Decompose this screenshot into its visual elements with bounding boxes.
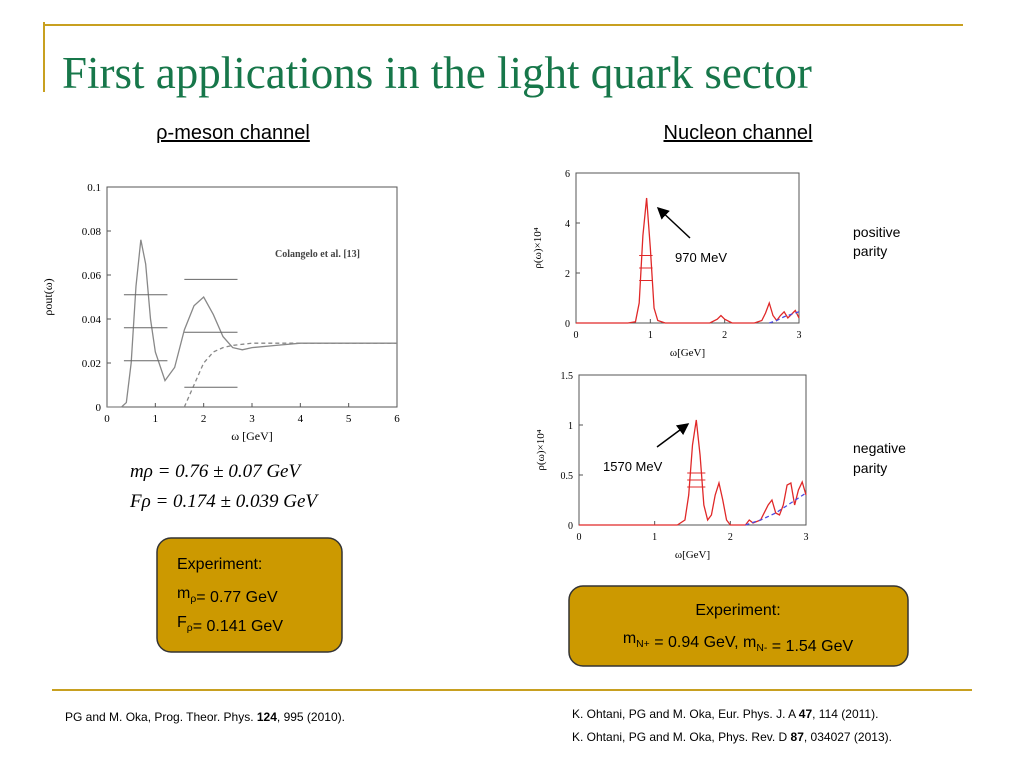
text-part: m (177, 585, 190, 602)
curve (579, 419, 807, 526)
formula: Fρ = 0.174 ± 0.039 GeV (129, 491, 319, 512)
box-heading: Experiment: (177, 556, 262, 573)
experiment-box (568, 585, 909, 667)
x-tick-label: 0 (574, 330, 579, 341)
curve (745, 492, 807, 526)
subscript: N- (756, 643, 767, 654)
x-tick-label: 3 (249, 413, 255, 425)
x-tick-label: 3 (797, 330, 802, 341)
box-heading: Experiment: (695, 602, 780, 619)
rich-text: mρ= 0.77 GeV (177, 585, 278, 606)
arrow (656, 423, 690, 448)
plot-frame (575, 172, 800, 324)
y-tick-label: 0 (96, 402, 102, 414)
x-tick-label: 1 (648, 330, 653, 341)
rich-text: Fρ= 0.141 GeV (177, 614, 283, 635)
x-tick-label: 3 (804, 532, 809, 543)
curve (107, 239, 397, 408)
x-tick-label: 2 (728, 532, 733, 543)
x-tick-label: 2 (201, 413, 207, 425)
experiment-box (156, 537, 343, 653)
y-tick-label: 0.02 (82, 358, 101, 370)
y-tick-label: 0.5 (561, 471, 574, 482)
curve (576, 197, 800, 324)
y-tick-label: 2 (565, 269, 570, 280)
slide-title: First applications in the light quark se… (62, 48, 812, 98)
parity-label: positive (853, 224, 901, 240)
y-tick-label: 0.1 (87, 182, 101, 194)
text-part: F (177, 614, 187, 631)
x-tick-label: 6 (394, 413, 400, 425)
x-axis-label: ω[GeV] (670, 347, 705, 359)
plot-frame (578, 374, 807, 526)
y-axis-label: ρ(ω)×10⁴ (532, 227, 544, 268)
text-part: = 0.141 GeV (193, 618, 284, 635)
text-part: , 995 (2010). (277, 710, 345, 724)
text-part: = 0.94 GeV, m (650, 634, 757, 651)
parity-label: parity (853, 243, 887, 259)
text-part: = 1.54 GeV (767, 638, 853, 655)
x-tick-label: 0 (577, 532, 582, 543)
y-tick-label: 0 (565, 319, 570, 330)
y-tick-label: 0 (568, 521, 573, 532)
x-tick-label: 0 (104, 413, 110, 425)
annotation: 1570 MeV (603, 459, 663, 474)
x-axis-label: ω[GeV] (675, 549, 710, 561)
y-tick-label: 0.04 (82, 314, 102, 326)
heading: ρ-meson channel (156, 122, 310, 144)
arrow (656, 206, 691, 239)
heading: Nucleon channel (664, 122, 813, 144)
rich-text: K. Ohtani, PG and M. Oka, Phys. Rev. D 8… (572, 730, 892, 744)
y-tick-label: 1.5 (561, 371, 574, 382)
rich-text: PG and M. Oka, Prog. Theor. Phys. 124, 9… (65, 710, 345, 724)
y-tick-label: 1 (568, 421, 573, 432)
parity-label: negative (853, 440, 906, 456)
text-part: , 114 (2011). (812, 707, 878, 721)
y-tick-label: 0.08 (82, 226, 102, 238)
rich-text: K. Ohtani, PG and M. Oka, Eur. Phys. J. … (572, 707, 878, 721)
y-tick-label: 4 (565, 219, 570, 230)
x-tick-label: 2 (722, 330, 727, 341)
plot-frame (106, 186, 398, 408)
subscript: ρ (187, 623, 193, 634)
y-axis-label: ρ(ω)×10⁴ (535, 429, 547, 470)
text-part: K. Ohtani, PG and M. Oka, Eur. Phys. J. … (572, 707, 799, 721)
subscript: N+ (636, 639, 650, 650)
x-tick-label: 1 (652, 532, 657, 543)
x-tick-label: 4 (298, 413, 304, 425)
y-tick-label: 6 (565, 169, 570, 180)
annotation: Colangelo et al. [13] (275, 249, 360, 260)
text-part: = 0.77 GeV (196, 589, 278, 606)
y-tick-label: 0.06 (82, 270, 102, 282)
annotation: 970 MeV (675, 250, 727, 265)
subscript: ρ (190, 594, 196, 605)
rich-text: mN+ = 0.94 GeV, mN- = 1.54 GeV (623, 630, 854, 655)
parity-label: parity (853, 460, 887, 476)
bold-part: 124 (257, 710, 277, 724)
curve (769, 311, 800, 324)
x-axis-label: ω [GeV] (231, 429, 273, 443)
text-part: PG and M. Oka, Prog. Theor. Phys. (65, 710, 257, 724)
formula: mρ = 0.76 ± 0.07 GeV (130, 461, 302, 482)
text-part: m (623, 630, 636, 647)
text-part: K. Ohtani, PG and M. Oka, Phys. Rev. D (572, 730, 791, 744)
curve (183, 342, 397, 408)
text-part: , 034027 (2013). (804, 730, 892, 744)
x-tick-label: 5 (346, 413, 352, 425)
bold-part: 87 (791, 730, 805, 744)
y-axis-label: ρout(ω) (41, 278, 55, 315)
x-tick-label: 1 (153, 413, 159, 425)
bold-part: 47 (799, 707, 813, 721)
